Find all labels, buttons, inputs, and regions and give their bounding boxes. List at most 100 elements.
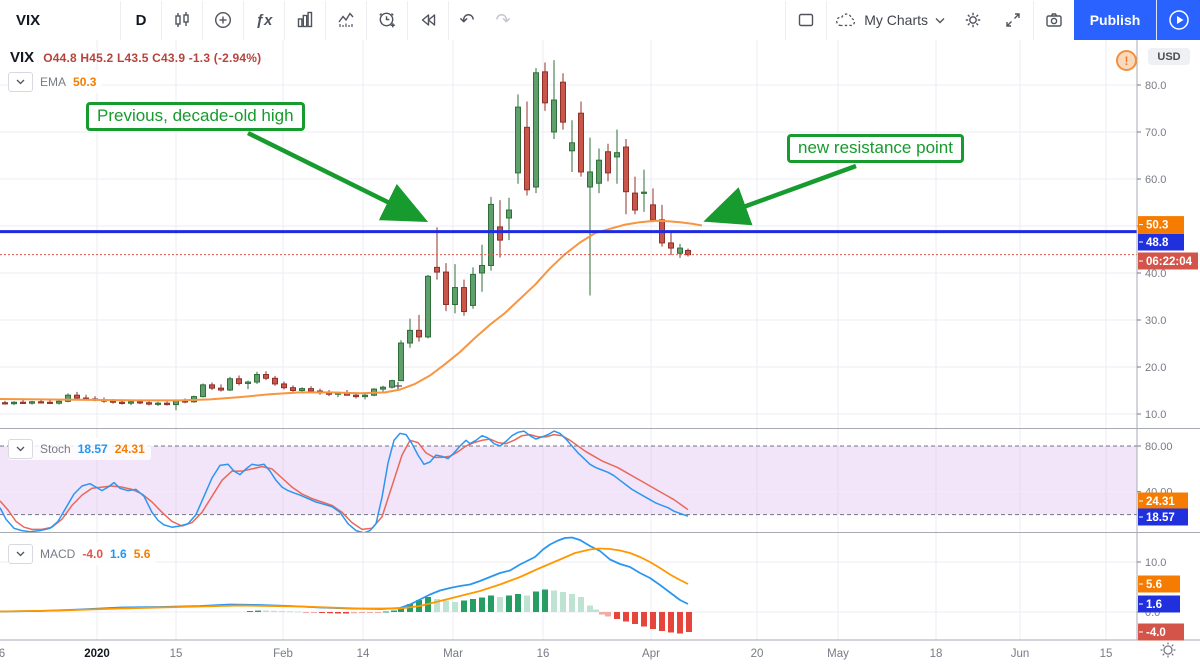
annotation-arrow[interactable] bbox=[703, 163, 857, 226]
ema-collapse-chevron-icon[interactable] bbox=[8, 72, 33, 92]
stoch-k-line bbox=[0, 430, 689, 532]
macd-hist-bar bbox=[303, 612, 309, 613]
candle-body bbox=[281, 383, 287, 389]
candle-body bbox=[200, 384, 206, 398]
macd-hist-bar bbox=[311, 612, 317, 613]
candlestick-style-icon[interactable] bbox=[162, 1, 202, 40]
macd-layer bbox=[0, 536, 692, 634]
candle-body bbox=[452, 287, 458, 305]
axis-settings-gear-icon[interactable] bbox=[1160, 642, 1176, 658]
price-tick-label: 10.0 bbox=[1145, 409, 1166, 421]
candle-body bbox=[425, 275, 431, 338]
indicators-fx-icon[interactable]: ƒx bbox=[255, 11, 273, 29]
toolbar-divider bbox=[161, 0, 162, 40]
macd-hist-bar bbox=[488, 595, 494, 612]
macd-hist-bar bbox=[461, 600, 467, 612]
legend-ohlc-values: O44.8 H45.2 L43.5 C43.9 -1.3 (-2.94%) bbox=[43, 51, 262, 65]
stoch-d-value: 24.31 bbox=[114, 442, 145, 456]
fundamentals-columns-icon[interactable] bbox=[285, 1, 325, 40]
snapshot-camera-icon[interactable] bbox=[1034, 1, 1074, 40]
candle-body bbox=[389, 380, 395, 388]
macd-signal-line bbox=[0, 547, 689, 613]
annotation-arrow[interactable] bbox=[247, 130, 429, 222]
legend-symbol[interactable]: VIX bbox=[10, 49, 35, 66]
candle-body bbox=[299, 388, 305, 391]
delayed-data-warning-icon[interactable]: ! bbox=[1116, 50, 1137, 71]
redo-icon[interactable]: ↷ bbox=[495, 9, 511, 30]
fullscreen-icon[interactable] bbox=[993, 1, 1033, 40]
candle-body bbox=[263, 374, 269, 379]
stoch-legend-label[interactable]: Stoch bbox=[40, 442, 71, 456]
macd-hist-bar bbox=[335, 612, 341, 614]
chart-templates-icon[interactable] bbox=[326, 1, 366, 40]
stoch-layer bbox=[0, 430, 689, 532]
candle-body bbox=[461, 287, 467, 313]
annotation-previous-high[interactable]: Previous, decade-old high bbox=[86, 102, 305, 131]
axis-price-label bbox=[1138, 595, 1180, 613]
top-toolbar: VIX D ƒx ↶ ↷ My Charts bbox=[0, 0, 1200, 41]
chart-canvas[interactable]: 80.070.060.050.040.030.020.010.080.0040.… bbox=[0, 40, 1200, 665]
publish-button[interactable]: Publish bbox=[1074, 0, 1156, 40]
currency-badge[interactable]: USD bbox=[1148, 48, 1190, 65]
stoch-collapse-chevron-icon[interactable] bbox=[8, 439, 33, 459]
axis-price-label-text: 24.31 bbox=[1146, 496, 1175, 508]
candle-body bbox=[524, 126, 530, 191]
interval-button[interactable]: D bbox=[121, 1, 161, 40]
macd-hist-bar bbox=[263, 610, 269, 612]
macd-hist-bar bbox=[515, 594, 521, 612]
axis-price-label bbox=[1138, 575, 1180, 593]
time-tick-label: May bbox=[827, 648, 849, 660]
candle-body bbox=[443, 271, 449, 305]
candle-body bbox=[398, 342, 404, 382]
settings-gear-icon[interactable] bbox=[953, 1, 993, 40]
price-tick-label: 60.0 bbox=[1145, 174, 1166, 186]
macd-hist-bar bbox=[359, 612, 365, 613]
macd-hist-bar bbox=[247, 611, 253, 612]
annotation-new-resistance[interactable]: new resistance point bbox=[787, 134, 964, 163]
macd-hist-bar bbox=[287, 611, 293, 613]
macd-hist-bar bbox=[479, 597, 485, 612]
candle-body bbox=[56, 400, 62, 404]
candle-body bbox=[488, 203, 494, 266]
candle-body bbox=[479, 264, 485, 274]
layout-square-icon[interactable] bbox=[786, 1, 826, 40]
ema-legend-label[interactable]: EMA bbox=[40, 75, 67, 89]
macd-tick-label: 10.0 bbox=[1145, 557, 1166, 569]
macd-hist-bar bbox=[605, 612, 611, 617]
plus-marker bbox=[394, 382, 402, 390]
bar-replay-icon[interactable] bbox=[408, 1, 448, 40]
macd-hist-bar bbox=[560, 592, 566, 612]
compare-add-icon[interactable] bbox=[203, 1, 243, 40]
symbol-button[interactable]: VIX bbox=[0, 1, 120, 40]
stoch-band bbox=[0, 446, 1137, 515]
chart-shape bbox=[1162, 644, 1165, 647]
candle-body bbox=[155, 402, 161, 405]
candle-body bbox=[11, 401, 17, 405]
candle-body bbox=[236, 378, 242, 384]
axis-price-label-text: 06:22:04 bbox=[1146, 256, 1193, 268]
macd-collapse-chevron-icon[interactable] bbox=[8, 544, 33, 564]
undo-icon[interactable]: ↶ bbox=[459, 9, 475, 30]
stoch-tick-label: 80.00 bbox=[1145, 441, 1173, 453]
publish-play-button[interactable] bbox=[1156, 0, 1200, 40]
macd-hist-bar bbox=[533, 591, 539, 612]
toolbar-divider bbox=[202, 0, 203, 40]
toolbar-divider bbox=[366, 0, 367, 40]
my-charts-button[interactable]: My Charts bbox=[827, 1, 953, 40]
macd-hist-bar bbox=[668, 612, 674, 633]
chart-area: 80.070.060.050.040.030.020.010.080.0040.… bbox=[0, 40, 1200, 665]
time-tick-label: 20 bbox=[751, 648, 764, 660]
macd-hist-bar bbox=[587, 605, 593, 612]
price-tick-label: 40.0 bbox=[1145, 268, 1166, 280]
alert-clock-icon[interactable] bbox=[367, 1, 407, 40]
ema-legend-value: 50.3 bbox=[73, 75, 97, 89]
axis-price-label-text: 48.8 bbox=[1146, 237, 1169, 249]
candle-body bbox=[569, 142, 575, 152]
candle-body bbox=[2, 402, 8, 405]
macd-hist-bar bbox=[295, 611, 301, 613]
ema-legend-row: EMA 50.3 bbox=[8, 71, 103, 93]
macd-legend-label[interactable]: MACD bbox=[40, 547, 76, 561]
candle-body bbox=[551, 99, 557, 133]
candle-body bbox=[605, 151, 611, 174]
price-tick-label: 70.0 bbox=[1145, 127, 1166, 139]
